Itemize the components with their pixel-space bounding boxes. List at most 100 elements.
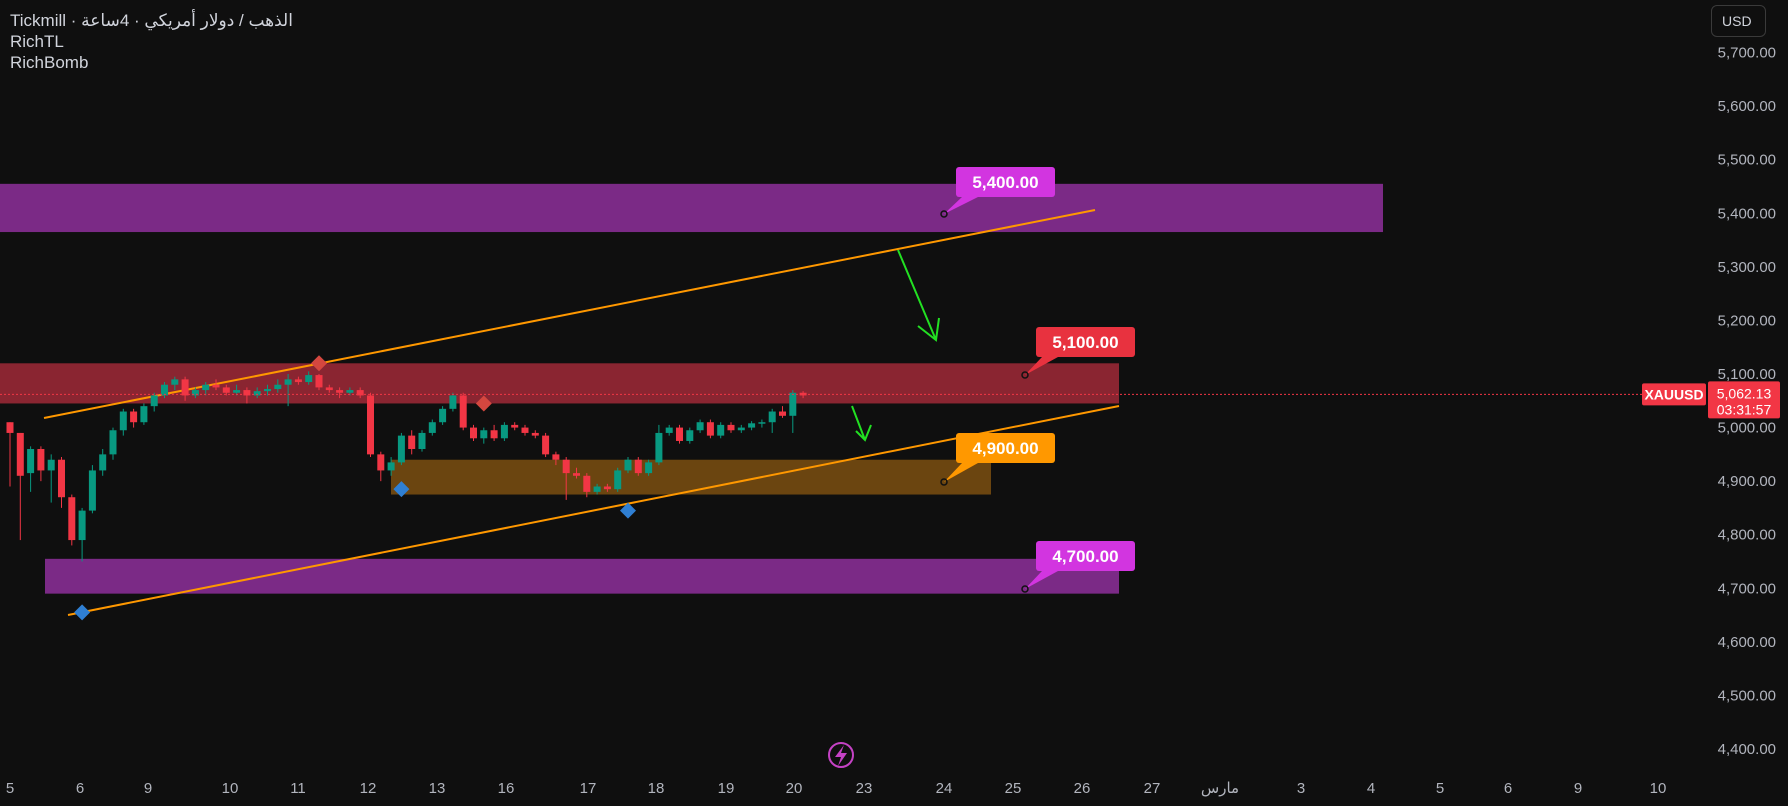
zone-label-text: 4,900.00	[972, 439, 1038, 458]
zone-label-box[interactable]	[956, 433, 1055, 463]
y-tick-label: 4,800.00	[1718, 527, 1776, 544]
zone-label-box[interactable]	[956, 167, 1055, 197]
candle-body	[789, 392, 797, 416]
candle-body	[768, 411, 776, 423]
candle-body	[562, 459, 570, 474]
symbol-title: Tickmill · الذهب / دولار أمريكي · 4ساعة	[10, 11, 293, 30]
anchor-point[interactable]	[1021, 585, 1029, 593]
candle-body	[315, 375, 323, 388]
x-tick-label: 6	[76, 780, 84, 797]
upper-trendline[interactable]	[43, 209, 1096, 419]
candle-body	[696, 422, 704, 431]
indicator-richtl[interactable]: RichTL	[10, 32, 64, 51]
candle-body	[119, 411, 127, 431]
candle-body	[500, 424, 508, 439]
candle-body	[397, 435, 405, 463]
candle-body	[634, 459, 642, 474]
y-tick-label: 4,900.00	[1718, 473, 1776, 490]
x-tick-label: 10	[222, 780, 239, 797]
candle-body	[706, 422, 714, 436]
candle-body	[27, 449, 35, 474]
candle-body	[222, 387, 230, 393]
down-arrow-small	[851, 405, 872, 442]
candle-body	[387, 462, 395, 471]
y-tick-label: 5,700.00	[1718, 45, 1776, 62]
x-tick-label: 26	[1074, 780, 1091, 797]
candle-body	[305, 375, 313, 383]
candle-body	[645, 462, 653, 474]
symbol-tag	[1642, 383, 1706, 406]
x-tick-label: مارس	[1201, 780, 1239, 797]
y-tick-label: 5,300.00	[1718, 259, 1776, 276]
x-tick-label: 20	[786, 780, 803, 797]
currency-selector[interactable]: USD	[1711, 5, 1766, 37]
blue-diamond-marker	[393, 481, 410, 498]
anchor-point[interactable]	[940, 478, 948, 486]
x-tick-label: 25	[1005, 780, 1022, 797]
candle-body	[88, 470, 96, 511]
red-diamond-marker	[475, 395, 492, 412]
symbol-tag-text: XAUUSD	[1644, 386, 1703, 402]
zone-label-box[interactable]	[1036, 541, 1135, 571]
candle-body	[490, 430, 498, 439]
candle-body	[243, 390, 251, 396]
candle-body	[140, 406, 148, 423]
candle-body	[542, 435, 550, 455]
candle-body	[130, 411, 138, 423]
x-tick-label: 17	[580, 780, 597, 797]
zone-label-text: 4,700.00	[1052, 547, 1118, 566]
candle-body	[325, 387, 333, 391]
candle-body	[47, 459, 55, 471]
candle-body	[78, 510, 86, 541]
x-tick-label: 9	[144, 780, 152, 797]
x-tick-label: 23	[856, 780, 873, 797]
zone-purple	[0, 183, 1383, 233]
candle-body	[58, 459, 65, 498]
candle-body	[603, 486, 611, 490]
candle-body	[779, 411, 786, 416]
candle-body	[511, 424, 519, 428]
zone-label-box[interactable]	[1036, 327, 1135, 357]
candle-body	[6, 422, 14, 433]
candle-body	[737, 427, 745, 431]
x-tick-label: 5	[1436, 780, 1444, 797]
indicator-richbomb[interactable]: RichBomb	[10, 53, 89, 72]
candle-body	[614, 470, 622, 490]
last-price-text: 5,062.13	[1717, 385, 1772, 401]
anchor-point[interactable]	[1021, 371, 1029, 379]
candle-body	[181, 379, 189, 396]
candle-body	[233, 390, 241, 393]
candle-body	[799, 392, 807, 396]
candle-body	[459, 395, 467, 428]
candle-body	[439, 408, 447, 423]
candle-body	[521, 427, 529, 433]
candle-body	[284, 379, 292, 385]
candle-body	[253, 391, 261, 396]
candle-body	[758, 422, 766, 424]
candle-body	[161, 384, 168, 396]
callout-pointer	[1025, 571, 1058, 589]
x-tick-label: 19	[718, 780, 735, 797]
x-tick-label: 5	[6, 780, 14, 797]
candle-body	[377, 454, 385, 471]
x-tick-label: 10	[1650, 780, 1667, 797]
anchor-point[interactable]	[940, 210, 948, 218]
candle-body	[346, 390, 354, 393]
candle-body	[470, 427, 477, 439]
candle-body	[418, 432, 426, 450]
y-tick-label: 4,600.00	[1718, 634, 1776, 651]
candle-body	[171, 379, 179, 385]
candle-body	[573, 473, 580, 476]
lightning-icon[interactable]	[828, 742, 854, 768]
x-tick-label: 16	[498, 780, 515, 797]
candle-body	[748, 423, 756, 428]
candle-body	[99, 454, 107, 471]
countdown-text: 03:31:57	[1717, 401, 1772, 417]
x-tick-label: 6	[1504, 780, 1512, 797]
y-tick-label: 5,200.00	[1718, 312, 1776, 329]
candle-body	[191, 390, 199, 396]
lower-trendline[interactable]	[67, 405, 1120, 616]
x-tick-label: 3	[1297, 780, 1305, 797]
zone-red	[0, 363, 1119, 404]
